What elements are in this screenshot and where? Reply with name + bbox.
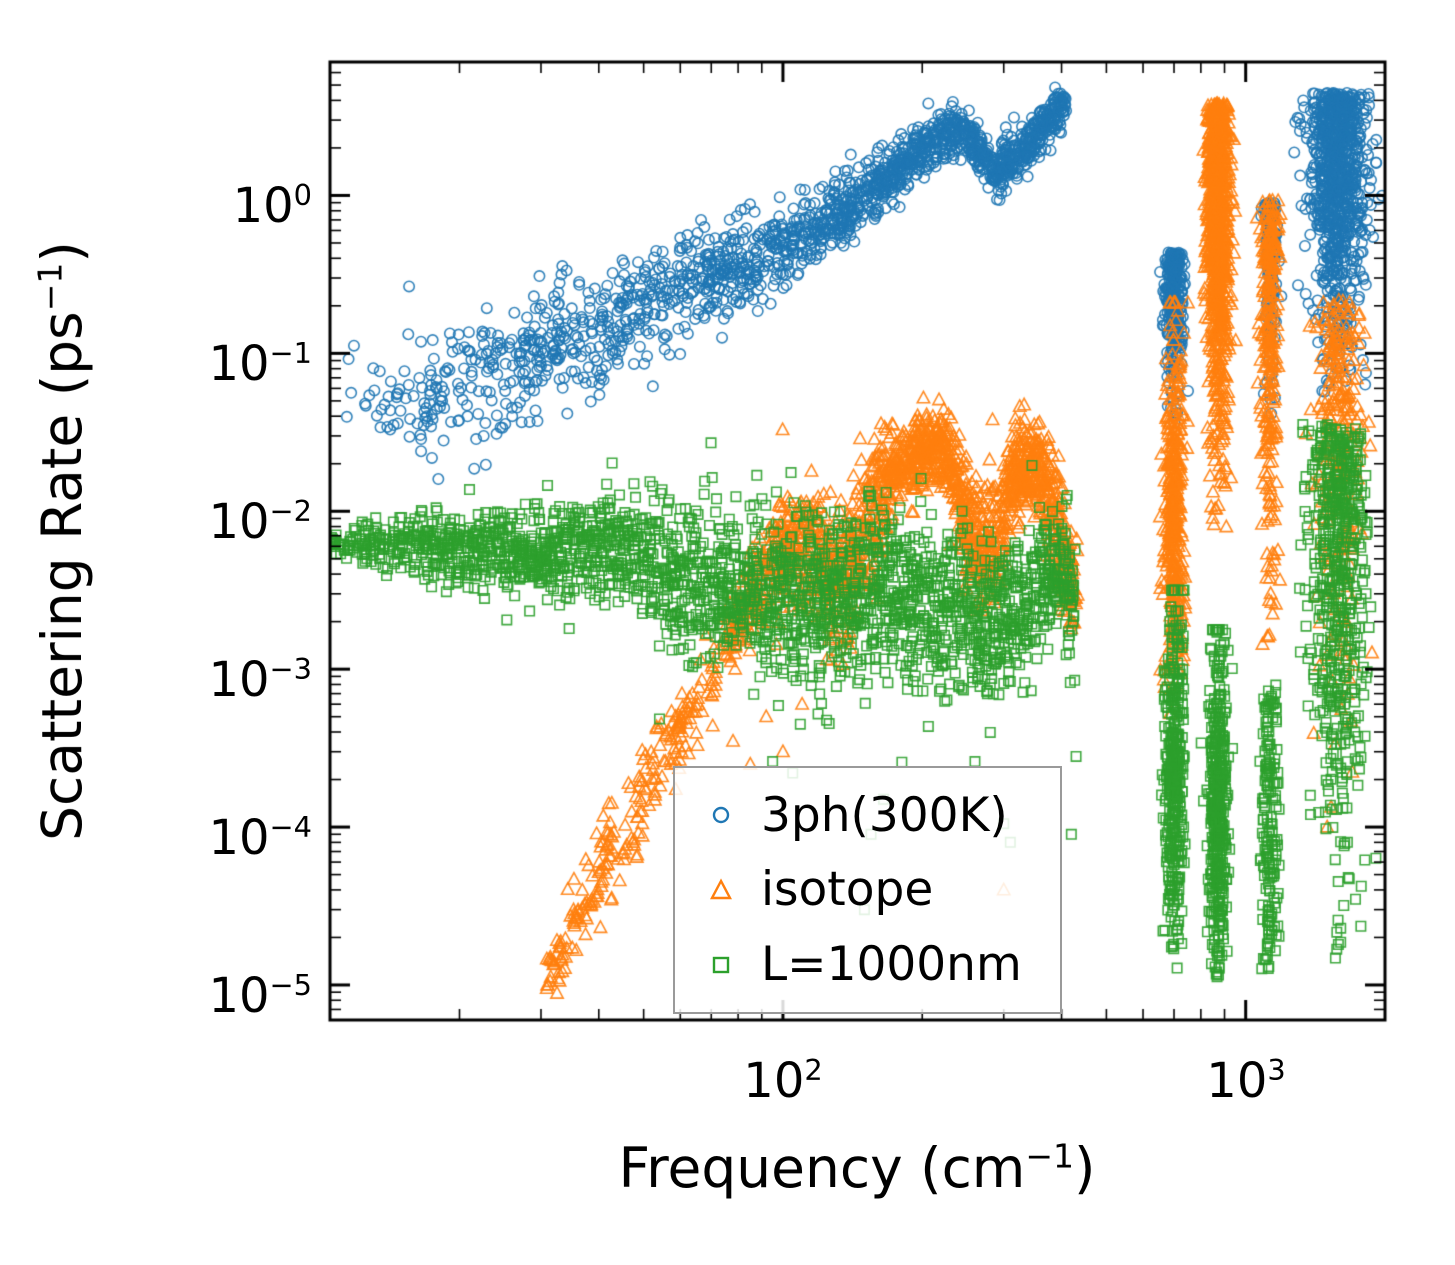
y-tick-label-1e0: 100 [232,178,312,234]
square-marker-icon [703,953,739,977]
circle-marker-icon [703,803,739,827]
triangle-marker-icon [703,878,739,902]
y-axis-label: Scattering Rate (ps−1) [30,241,94,841]
x-tick-label-1e2: 102 [743,1053,823,1109]
legend-item-isotope: isotope [703,862,1060,917]
x-axis-label: Frequency (cm−1) [618,1136,1096,1200]
legend-label-3ph: 3ph(300K) [761,787,1008,843]
legend-item-3ph: 3ph(300K) [703,788,1060,843]
legend-label-boundary: L=1000nm [761,937,1022,993]
y-tick-label-1e-1: 10−1 [208,336,312,392]
x-tick-label-1e3: 103 [1206,1053,1286,1109]
legend: 3ph(300K) isotope L=1000nm [673,766,1062,1014]
y-tick-label-1e-3: 10−3 [208,652,312,708]
y-tick-label-1e-5: 10−5 [208,968,312,1024]
legend-item-boundary: L=1000nm [703,937,1060,992]
legend-label-isotope: isotope [761,862,934,918]
y-tick-label-1e-4: 10−4 [208,810,312,866]
y-tick-label-1e-2: 10−2 [208,494,312,550]
